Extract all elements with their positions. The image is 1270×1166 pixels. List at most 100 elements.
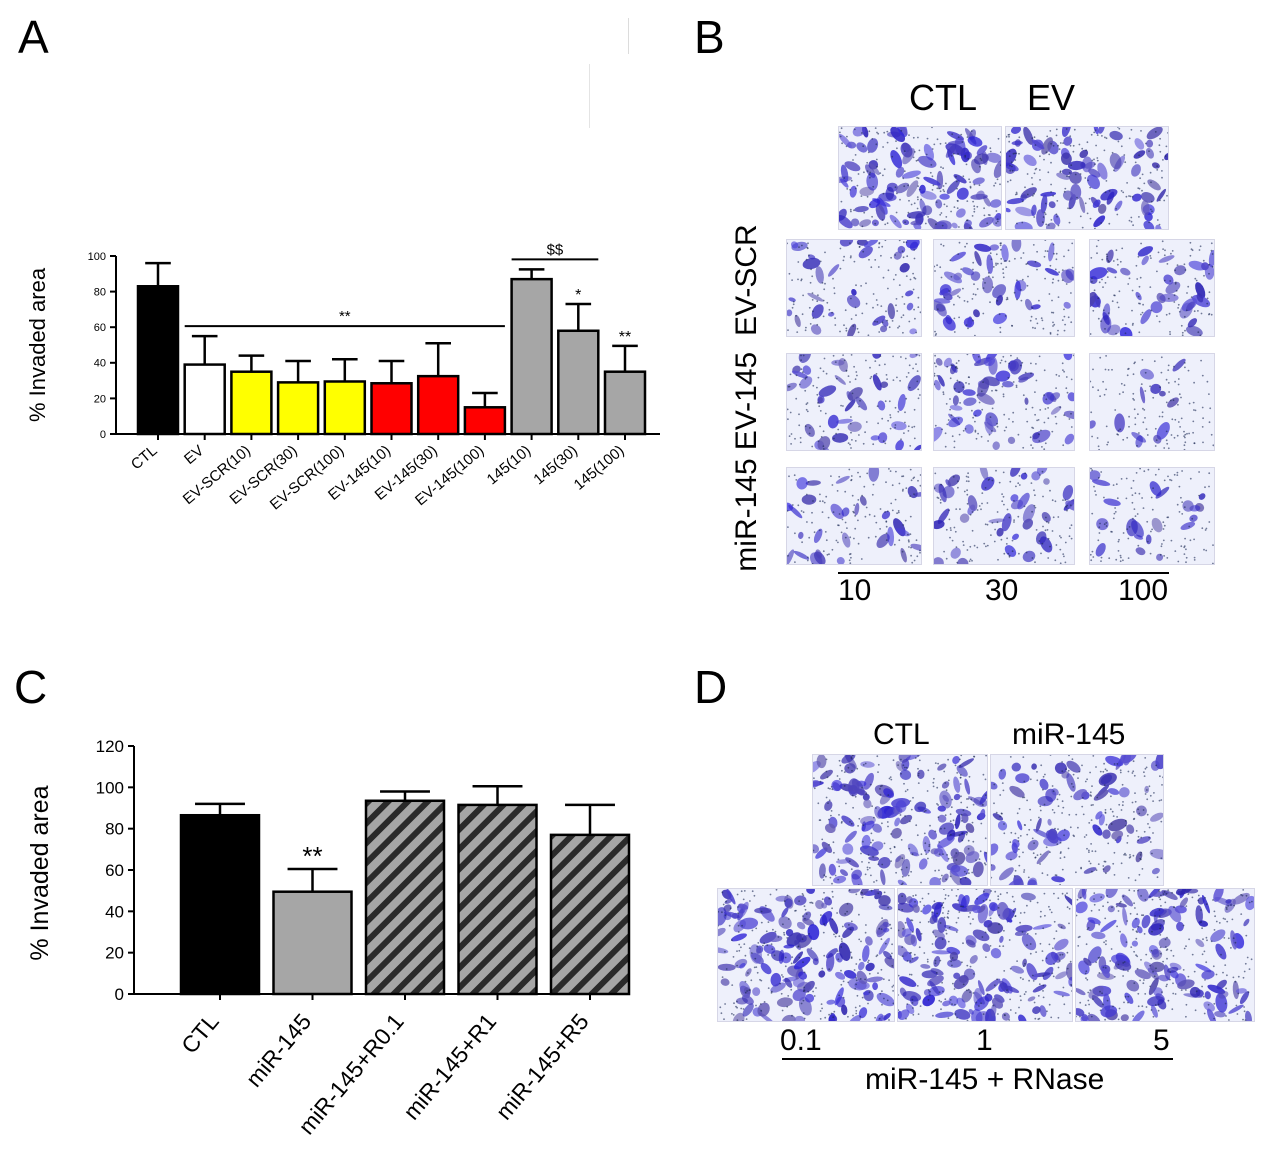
- pore-dot: [849, 928, 852, 931]
- cell: [1007, 878, 1023, 885]
- pore-dot: [1127, 877, 1130, 879]
- pore-dot: [966, 502, 969, 505]
- cell: [937, 836, 955, 849]
- pore-dot: [1118, 803, 1121, 806]
- cell: [794, 314, 801, 328]
- pore-dot: [1023, 505, 1026, 508]
- pore-dot: [1091, 469, 1093, 471]
- pore-dot: [857, 471, 859, 474]
- pore-dot: [959, 878, 962, 880]
- pore-dot: [1026, 193, 1029, 196]
- pore-dot: [1136, 913, 1139, 916]
- pore-dot: [883, 131, 886, 134]
- pore-dot: [724, 950, 726, 953]
- pore-dot: [1041, 950, 1044, 952]
- pore-dot: [1052, 321, 1054, 324]
- pore-dot: [1140, 313, 1142, 316]
- pore-dot: [1177, 421, 1180, 423]
- pore-dot: [1104, 368, 1107, 371]
- pore-dot: [837, 858, 840, 861]
- pore-dot: [996, 299, 999, 302]
- pore-dot: [1018, 136, 1021, 139]
- pore-dot: [909, 952, 911, 954]
- pore-dot: [910, 479, 913, 482]
- pore-dot: [1000, 164, 1001, 167]
- pore-dot: [905, 241, 908, 244]
- cell: [1245, 1010, 1252, 1021]
- pore-dot: [1061, 319, 1064, 321]
- pore-dot: [1156, 165, 1159, 168]
- cell: [1228, 1004, 1244, 1014]
- pore-dot: [1222, 971, 1224, 974]
- pore-dot: [942, 185, 945, 187]
- pore-dot: [1138, 812, 1141, 815]
- pore-dot: [1086, 778, 1088, 781]
- cell: [1172, 358, 1186, 372]
- cell: [1053, 990, 1070, 997]
- pore-dot: [1002, 789, 1005, 792]
- pore-dot: [943, 550, 945, 553]
- pore-dot: [1137, 889, 1139, 892]
- cell: [858, 961, 865, 971]
- pore-dot: [998, 914, 1001, 917]
- pore-dot: [915, 824, 918, 827]
- pore-dot: [750, 952, 753, 954]
- pore-dot: [1136, 513, 1139, 515]
- pore-dot: [996, 178, 999, 181]
- cell: [942, 292, 953, 301]
- pore-dot: [1136, 955, 1139, 958]
- cell: [1031, 139, 1045, 150]
- pore-dot: [1194, 409, 1197, 412]
- pore-dot: [852, 755, 854, 757]
- cell: [854, 206, 869, 213]
- pore-dot: [1103, 393, 1106, 396]
- cell: [877, 400, 886, 411]
- pore-dot: [1034, 933, 1037, 935]
- pore-dot: [1070, 292, 1072, 294]
- pore-dot: [1072, 150, 1075, 153]
- pore-dot: [762, 944, 764, 947]
- pore-dot: [975, 437, 978, 440]
- cell: [832, 433, 849, 443]
- pore-dot: [937, 816, 940, 819]
- pore-dot: [916, 834, 919, 837]
- cell: [949, 404, 963, 411]
- cell: [1139, 386, 1146, 404]
- pore-dot: [1106, 901, 1109, 904]
- pore-dot: [953, 206, 956, 208]
- pore-dot: [913, 953, 916, 956]
- pore-dot: [1171, 1008, 1174, 1011]
- pore-dot: [1137, 544, 1140, 547]
- cell: [959, 877, 972, 885]
- pore-dot: [952, 819, 955, 822]
- pore-dot: [868, 513, 871, 516]
- cell: [1009, 785, 1025, 798]
- pore-dot: [1213, 929, 1216, 931]
- pore-dot: [1135, 264, 1138, 267]
- pore-dot: [767, 954, 769, 956]
- pore-dot: [1184, 441, 1187, 444]
- pore-dot: [1103, 784, 1106, 787]
- pore-dot: [1206, 297, 1209, 300]
- pore-dot: [1038, 355, 1041, 358]
- pore-dot: [1120, 190, 1123, 192]
- pore-dot: [954, 366, 957, 369]
- pore-dot: [813, 849, 815, 852]
- pore-dot: [1164, 901, 1167, 904]
- pore-dot: [838, 935, 841, 938]
- pore-dot: [1038, 540, 1041, 542]
- pore-dot: [794, 910, 796, 912]
- pore-dot: [896, 376, 898, 379]
- pore-dot: [938, 991, 941, 994]
- pore-dot: [1094, 490, 1096, 492]
- pore-dot: [861, 861, 863, 863]
- pore-dot: [793, 474, 796, 477]
- pore-dot: [1014, 832, 1017, 835]
- pore-dot: [1056, 333, 1059, 336]
- cell: [991, 843, 999, 856]
- pore-dot: [1036, 250, 1038, 253]
- pore-dot: [1010, 831, 1013, 834]
- pore-dot: [913, 249, 916, 251]
- pore-dot: [1178, 310, 1181, 313]
- cell: [1046, 830, 1059, 844]
